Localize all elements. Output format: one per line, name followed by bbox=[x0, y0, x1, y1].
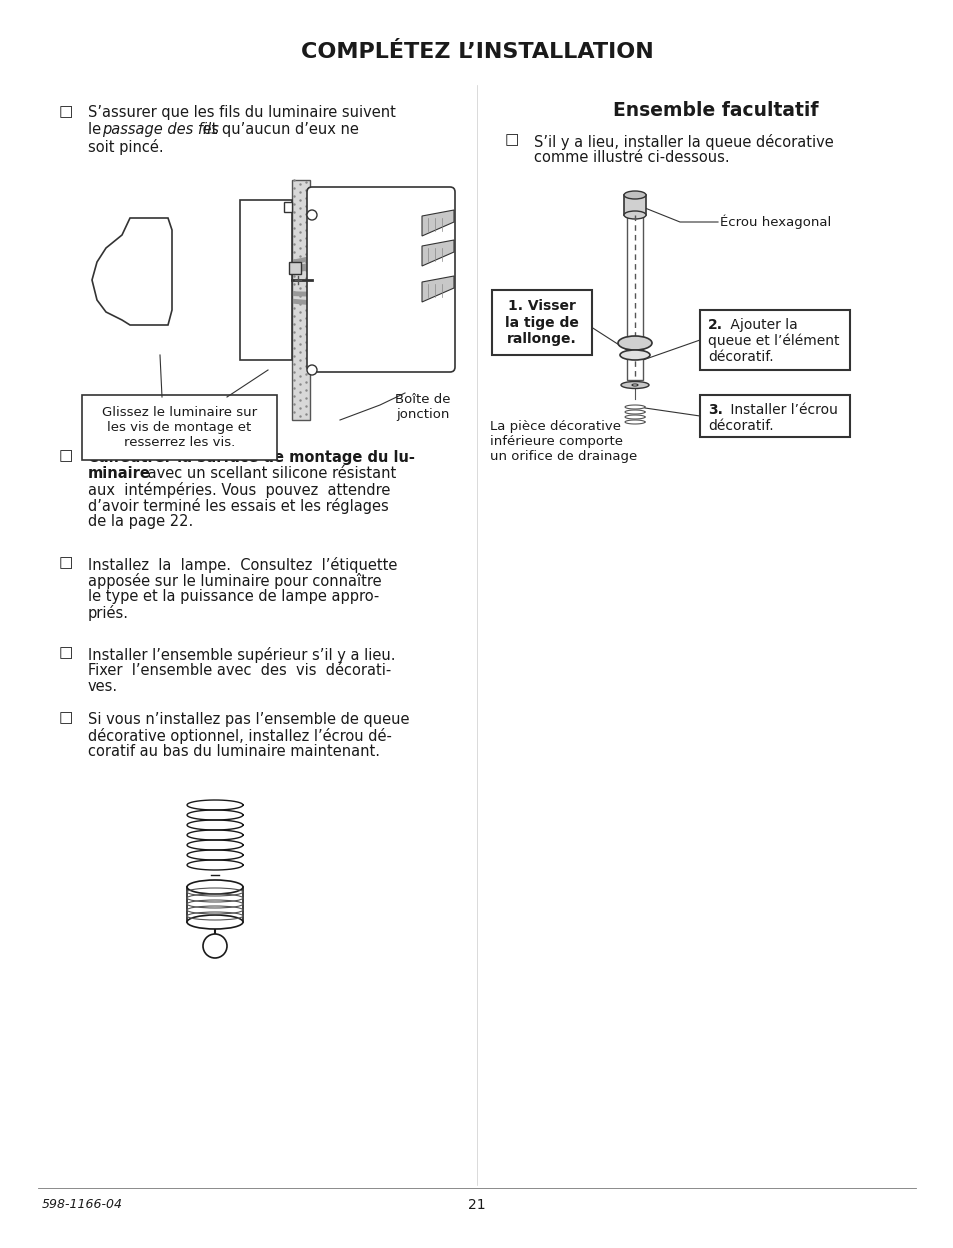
Bar bbox=[623, 195, 645, 215]
Ellipse shape bbox=[620, 382, 648, 388]
Ellipse shape bbox=[619, 349, 649, 359]
Text: apposée sur le luminaire pour connaître: apposée sur le luminaire pour connaître bbox=[88, 573, 381, 589]
Bar bbox=[700, 396, 849, 437]
Bar bbox=[492, 290, 592, 354]
Text: Ajouter la: Ajouter la bbox=[725, 318, 797, 332]
Text: comme illustré ci-dessous.: comme illustré ci-dessous. bbox=[534, 150, 729, 165]
Text: soit pincé.: soit pincé. bbox=[88, 139, 164, 155]
Text: □: □ bbox=[504, 132, 518, 147]
Text: □: □ bbox=[59, 448, 73, 463]
Polygon shape bbox=[91, 218, 172, 324]
Text: priés.: priés. bbox=[88, 605, 129, 622]
Text: coratif au bas du luminaire maintenant.: coratif au bas du luminaire maintenant. bbox=[88, 744, 379, 759]
Ellipse shape bbox=[187, 915, 243, 929]
Text: S’il y a lieu, installer la queue décorative: S’il y a lieu, installer la queue décora… bbox=[534, 134, 833, 150]
Text: Écrou hexagonal: Écrou hexagonal bbox=[720, 215, 830, 230]
Text: aux  intémpéries. Vous  pouvez  attendre: aux intémpéries. Vous pouvez attendre bbox=[88, 482, 390, 498]
Text: queue et l’élément: queue et l’élément bbox=[707, 334, 839, 348]
Text: d’avoir terminé les essais et les réglages: d’avoir terminé les essais et les réglag… bbox=[88, 498, 388, 514]
Bar bbox=[700, 310, 849, 369]
Text: Fixer  l’ensemble avec  des  vis  décorati-: Fixer l’ensemble avec des vis décorati- bbox=[88, 663, 391, 678]
Bar bbox=[626, 215, 642, 379]
FancyBboxPatch shape bbox=[307, 187, 455, 372]
Text: de la page 22.: de la page 22. bbox=[88, 514, 193, 529]
Text: Installer l’écrou: Installer l’écrou bbox=[725, 403, 837, 417]
Text: 2.: 2. bbox=[707, 318, 722, 332]
Bar bbox=[240, 200, 292, 359]
Text: Si vous n’installez pas l’ensemble de queue: Si vous n’installez pas l’ensemble de qu… bbox=[88, 713, 409, 728]
Circle shape bbox=[307, 364, 316, 374]
Text: décorative optionnel, installez l’écrou dé-: décorative optionnel, installez l’écrou … bbox=[88, 728, 392, 744]
Bar bbox=[289, 262, 301, 275]
Text: Installer l’ensemble supérieur s’il y a lieu.: Installer l’ensemble supérieur s’il y a … bbox=[88, 646, 395, 663]
Text: □: □ bbox=[59, 105, 73, 120]
Text: 3.: 3. bbox=[707, 403, 722, 417]
Text: Ensemble facultatif: Ensemble facultatif bbox=[612, 101, 818, 120]
Circle shape bbox=[203, 934, 227, 958]
Text: 598-1166-04: 598-1166-04 bbox=[42, 1198, 123, 1212]
Ellipse shape bbox=[623, 211, 645, 218]
Text: décoratif.: décoratif. bbox=[707, 349, 773, 364]
Ellipse shape bbox=[618, 336, 651, 349]
Bar bbox=[292, 180, 310, 421]
Text: □: □ bbox=[59, 710, 73, 725]
Text: le: le bbox=[88, 122, 106, 137]
Polygon shape bbox=[421, 240, 454, 266]
Text: □: □ bbox=[59, 645, 73, 660]
Text: ves.: ves. bbox=[88, 679, 118, 694]
Text: passage des fils: passage des fils bbox=[102, 122, 218, 137]
Text: avec un scellant silicone résistant: avec un scellant silicone résistant bbox=[143, 466, 395, 480]
Text: COMPLÉTEZ L’INSTALLATION: COMPLÉTEZ L’INSTALLATION bbox=[300, 42, 653, 62]
Polygon shape bbox=[421, 210, 454, 236]
Ellipse shape bbox=[187, 880, 243, 894]
Text: Boîte de
jonction: Boîte de jonction bbox=[395, 393, 450, 421]
Text: Calfeutrer la surface de montage du lu-: Calfeutrer la surface de montage du lu- bbox=[88, 451, 415, 466]
Text: décoratif.: décoratif. bbox=[707, 419, 773, 433]
Polygon shape bbox=[421, 276, 454, 302]
Text: Glissez le luminaire sur
les vis de montage et
resserrez les vis.: Glissez le luminaire sur les vis de mont… bbox=[102, 406, 256, 449]
Text: S’assurer que les fils du luminaire suivent: S’assurer que les fils du luminaire suiv… bbox=[88, 105, 395, 120]
Text: et qu’aucun d’eux ne: et qu’aucun d’eux ne bbox=[198, 122, 358, 137]
Text: minaire: minaire bbox=[88, 466, 151, 480]
Bar bbox=[284, 202, 292, 212]
Bar bbox=[82, 396, 276, 461]
Text: 1. Visser
la tige de
rallonge.: 1. Visser la tige de rallonge. bbox=[504, 300, 578, 346]
Ellipse shape bbox=[631, 384, 638, 386]
Ellipse shape bbox=[623, 191, 645, 198]
Text: le type et la puissance de lampe appro-: le type et la puissance de lampe appro- bbox=[88, 589, 379, 604]
Text: □: □ bbox=[59, 555, 73, 570]
Text: 21: 21 bbox=[468, 1198, 485, 1212]
Circle shape bbox=[307, 210, 316, 220]
Text: Installez  la  lampe.  Consultez  l’étiquette: Installez la lampe. Consultez l’étiquett… bbox=[88, 557, 397, 573]
Text: La pièce décorative
inférieure comporte
un orifice de drainage: La pièce décorative inférieure comporte … bbox=[490, 421, 637, 463]
